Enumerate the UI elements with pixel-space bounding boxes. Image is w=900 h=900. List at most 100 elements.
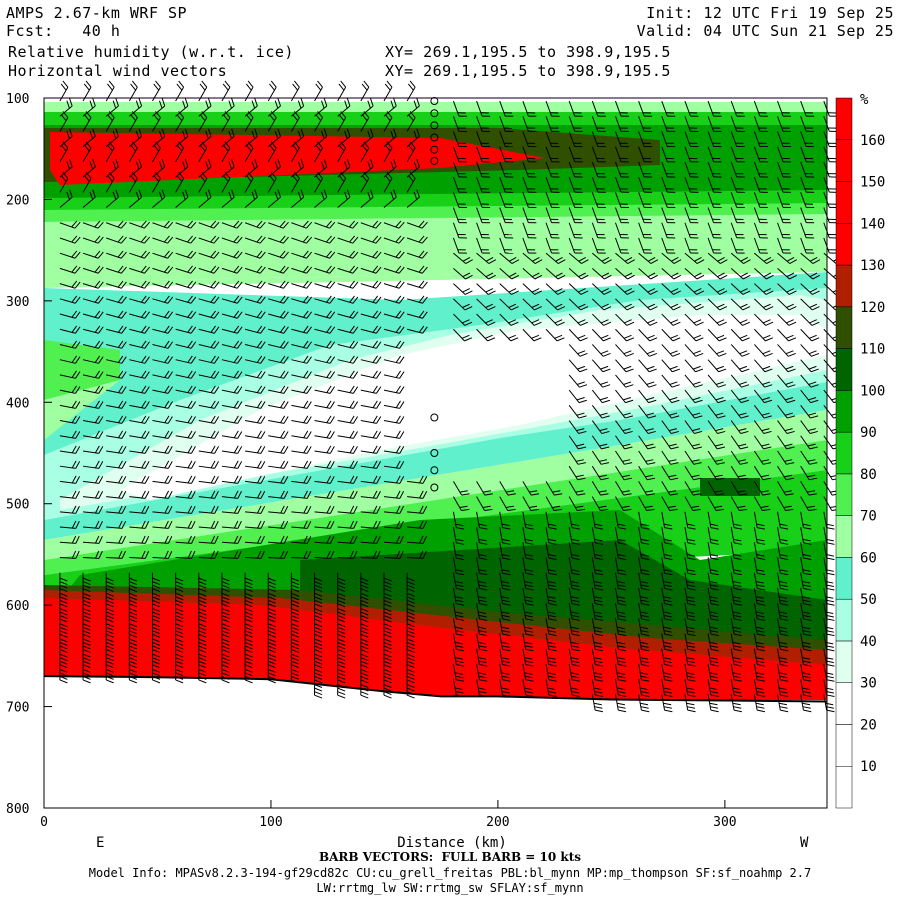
colorbar-bin xyxy=(835,598,853,642)
calm-wind-markers xyxy=(430,97,439,492)
wind-barb xyxy=(290,80,300,102)
wind-barb xyxy=(499,526,511,545)
wind-barb xyxy=(568,648,580,667)
wind-barb xyxy=(615,359,634,373)
colorbar-label: 90 xyxy=(860,425,877,441)
wind-barb xyxy=(591,131,606,148)
wind-barb xyxy=(522,679,534,697)
wind-barb xyxy=(591,572,604,591)
wind-barb xyxy=(568,465,586,481)
wind-barb xyxy=(314,603,323,623)
wind-barb xyxy=(383,141,393,163)
wind-barb xyxy=(777,100,792,117)
wind-barb xyxy=(198,460,219,469)
wind-barb xyxy=(268,355,289,364)
wind-barb xyxy=(383,603,392,623)
wind-barb xyxy=(777,146,792,163)
wind-barb xyxy=(244,325,266,334)
wind-barb xyxy=(684,207,699,224)
wind-barb xyxy=(383,618,392,638)
wind-barb xyxy=(198,310,220,319)
wind-barb xyxy=(568,207,583,224)
wind-barb xyxy=(499,572,511,591)
wind-barb xyxy=(383,679,392,699)
wind-barb xyxy=(106,385,127,394)
wind-barb xyxy=(615,481,632,496)
wind-barb xyxy=(614,663,627,682)
valid-time: Valid: 04 UTC Sun 21 Sep 25 xyxy=(636,22,894,40)
wind-barb xyxy=(591,161,606,178)
wind-barb xyxy=(221,189,235,208)
wind-barb xyxy=(522,192,537,209)
wind-barb xyxy=(615,207,629,224)
wind-barb xyxy=(106,430,127,439)
wind-barb xyxy=(82,400,104,409)
wind-barb xyxy=(221,80,231,102)
wind-barb xyxy=(592,252,612,264)
wind-barb xyxy=(360,340,382,349)
wind-barb xyxy=(105,663,114,684)
wind-barb xyxy=(777,603,789,621)
wind-barb xyxy=(800,435,818,450)
wind-barb xyxy=(151,587,161,608)
wind-barb xyxy=(314,520,335,529)
wind-barb xyxy=(684,237,699,254)
wind-barb xyxy=(337,679,346,699)
wind-barb xyxy=(290,663,300,684)
wind-barb xyxy=(406,310,428,319)
wind-barb xyxy=(151,572,161,593)
colorbar-bin xyxy=(835,473,853,516)
wind-barb xyxy=(198,80,208,102)
wind-barb xyxy=(684,587,696,606)
wind-barb xyxy=(777,435,795,450)
wind-barb xyxy=(360,385,382,394)
wind-barb xyxy=(406,128,420,148)
wind-barb xyxy=(684,313,704,326)
wind-barb xyxy=(198,141,208,163)
wind-barb xyxy=(452,131,467,148)
wind-barb xyxy=(360,633,369,653)
wind-barb xyxy=(684,359,704,373)
wind-barb xyxy=(777,313,797,326)
wind-barb xyxy=(198,618,207,638)
wind-barb xyxy=(383,111,393,132)
wind-barb xyxy=(82,460,104,469)
wind-barb xyxy=(82,111,92,132)
wind-barb xyxy=(453,328,473,342)
wind-barb xyxy=(106,490,127,499)
wind-barb xyxy=(522,207,537,224)
wind-barb xyxy=(267,128,281,148)
wind-barb xyxy=(568,389,587,404)
wind-barb xyxy=(730,557,742,576)
wind-barb xyxy=(730,344,750,357)
wind-barb xyxy=(777,374,796,388)
colorbar-unit: % xyxy=(860,92,869,108)
wind-barb xyxy=(522,481,540,496)
wind-barb xyxy=(730,496,748,511)
wind-barb xyxy=(175,400,197,409)
wind-barb xyxy=(476,679,488,697)
wind-barb xyxy=(128,633,137,653)
wind-barb xyxy=(545,176,560,193)
wind-barb xyxy=(753,663,766,682)
wind-barb xyxy=(175,648,184,669)
wind-barb xyxy=(684,435,702,450)
wind-barb xyxy=(568,557,580,576)
wind-barb xyxy=(730,146,745,163)
wind-barb xyxy=(661,481,678,496)
wind-barb xyxy=(568,435,587,450)
wind-barb xyxy=(638,526,650,545)
wind-barb xyxy=(476,207,491,224)
wind-barb xyxy=(360,80,370,102)
wind-barb xyxy=(591,526,604,545)
wind-barb xyxy=(638,648,650,667)
wind-barb xyxy=(383,128,397,148)
cross-section-xy-2: XY= 269.1,195.5 to 398.9,195.5 xyxy=(385,62,671,80)
wind-barb xyxy=(59,520,80,529)
colorbar-bin xyxy=(835,223,853,266)
wind-barb xyxy=(383,445,405,454)
wind-barb xyxy=(800,283,820,295)
wind-barb xyxy=(476,557,488,576)
wind-barb xyxy=(314,679,323,699)
wind-barb xyxy=(777,161,792,178)
